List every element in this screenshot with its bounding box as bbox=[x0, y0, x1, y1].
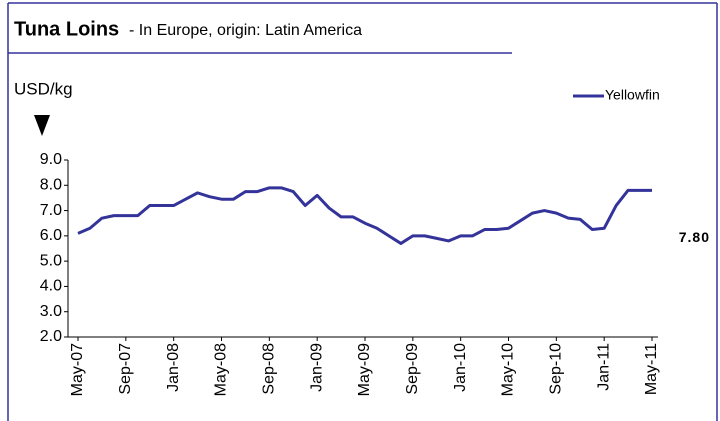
x-tick-label: Jan-10 bbox=[452, 343, 469, 392]
x-tick-label: May-09 bbox=[356, 343, 373, 396]
value-label: 7.80 bbox=[679, 229, 710, 245]
x-tick-label: May-08 bbox=[213, 343, 230, 396]
y-tick-label: 4.0 bbox=[40, 278, 62, 295]
series-line bbox=[77, 186, 652, 245]
x-tick-label: Sep-07 bbox=[117, 343, 134, 395]
x-tick-label: May-07 bbox=[69, 343, 86, 396]
x-tick-label: Jan-11 bbox=[595, 343, 612, 391]
x-tick-label: Sep-10 bbox=[548, 343, 565, 395]
y-tick-label: 5.0 bbox=[40, 252, 62, 269]
arrow-icon bbox=[34, 115, 50, 136]
x-tick-label: Jan-08 bbox=[165, 343, 182, 392]
y-tick-label: 6.0 bbox=[40, 227, 62, 244]
x-tick-label: Sep-08 bbox=[261, 343, 278, 395]
x-tick-label: May-10 bbox=[500, 343, 517, 396]
y-axis-label: USD/kg bbox=[14, 79, 73, 98]
x-tick-label: Jan-09 bbox=[308, 343, 325, 392]
x-tick-label: May-11 bbox=[643, 343, 660, 395]
legend-label: Yellowfin bbox=[605, 87, 660, 103]
x-tick-label: Sep-09 bbox=[404, 343, 421, 395]
chart-title: Tuna Loins bbox=[14, 18, 119, 40]
y-tick-label: 8.0 bbox=[40, 177, 62, 194]
y-tick-label: 7.0 bbox=[40, 202, 62, 219]
y-tick-label: 2.0 bbox=[40, 328, 62, 345]
y-tick-label: 3.0 bbox=[40, 303, 62, 320]
frame bbox=[7, 2, 718, 421]
chart-subtitle: - In Europe, origin: Latin America bbox=[129, 22, 362, 39]
y-tick-label: 9.0 bbox=[40, 151, 62, 168]
